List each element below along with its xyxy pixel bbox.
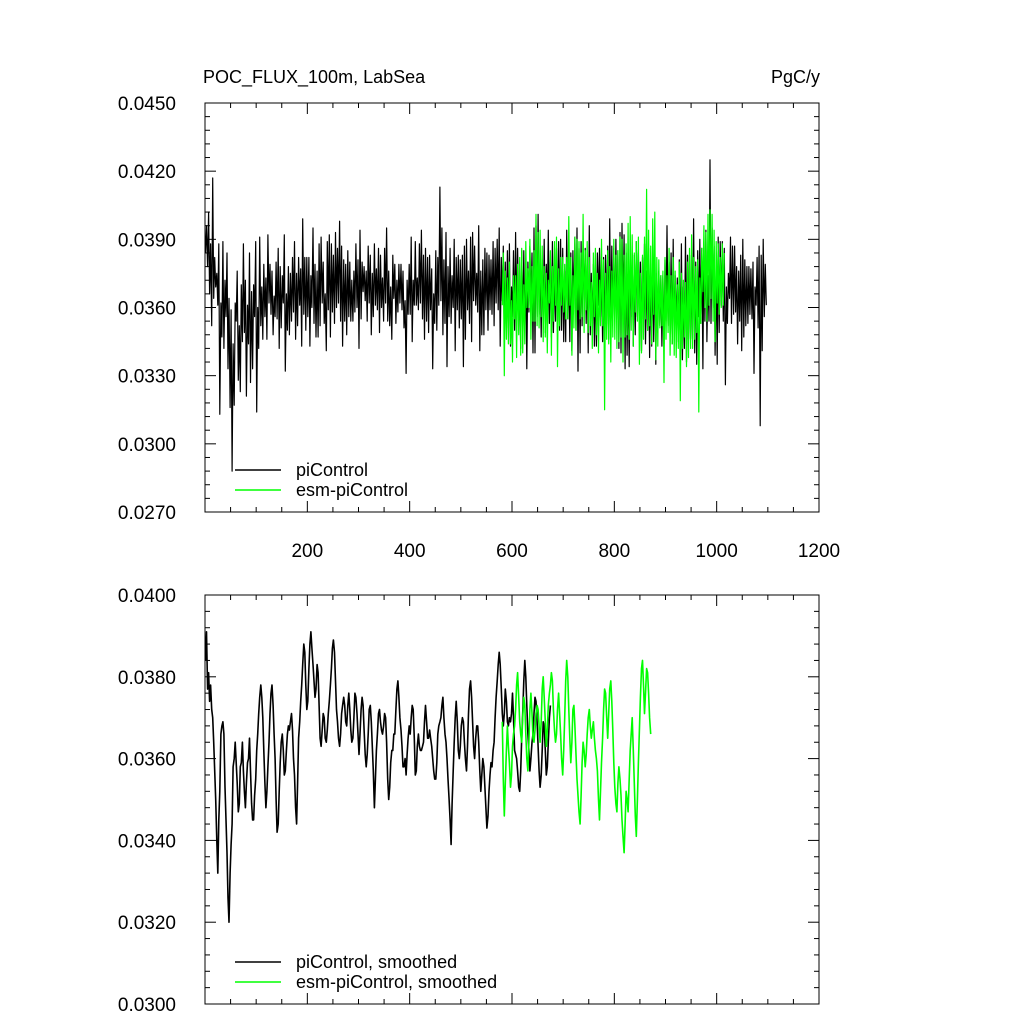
y-tick-label: 0.0340 bbox=[118, 831, 176, 852]
top-y-tick-labels: 0.0450 0.0420 0.0390 0.0360 0.0330 0.0300 0.02… bbox=[118, 94, 176, 524]
bottom-legend: piControl, smoothed esm-piControl, smoot… bbox=[235, 952, 497, 992]
legend-label-picontrol: piControl bbox=[296, 460, 368, 480]
y-tick-label: 0.0450 bbox=[118, 94, 176, 115]
y-tick-label: 0.0400 bbox=[118, 586, 176, 607]
x-tick-label: 600 bbox=[496, 541, 528, 562]
top-legend: piControl esm-piControl bbox=[235, 460, 408, 500]
x-tick-label: 800 bbox=[598, 541, 630, 562]
y-tick-label: 0.0420 bbox=[118, 162, 176, 183]
y-tick-label: 0.0300 bbox=[118, 435, 176, 456]
series-line-esm-picontrol-smoothed bbox=[501, 659, 652, 854]
x-tick-label: 400 bbox=[394, 541, 426, 562]
bottom-panel: 0.0400 0.0380 0.0360 0.0340 0.0320 0.0300 piC… bbox=[118, 586, 820, 1016]
y-tick-label: 0.0320 bbox=[118, 913, 176, 934]
series-line-esm-picontrol bbox=[501, 188, 725, 413]
y-tick-label: 0.0300 bbox=[118, 995, 176, 1016]
bottom-y-tick-labels: 0.0400 0.0380 0.0360 0.0340 0.0320 0.0300 bbox=[118, 586, 176, 1016]
x-tick-label: 1000 bbox=[696, 541, 738, 562]
y-tick-label: 0.0380 bbox=[118, 668, 176, 689]
x-tick-label: 200 bbox=[291, 541, 323, 562]
legend-label-picontrol-smoothed: piControl, smoothed bbox=[296, 952, 457, 972]
bottom-series bbox=[204, 630, 652, 924]
series-line-picontrol-smoothed bbox=[204, 630, 552, 924]
legend-label-esm-picontrol: esm-piControl bbox=[296, 480, 408, 500]
top-x-tick-labels: 200 400 600 800 1000 1200 bbox=[291, 541, 840, 562]
y-tick-label: 0.0390 bbox=[118, 230, 176, 251]
top-series bbox=[204, 159, 767, 472]
top-plot-frame bbox=[204, 102, 820, 513]
y-tick-label: 0.0270 bbox=[118, 503, 176, 524]
x-tick-label: 1200 bbox=[798, 541, 840, 562]
y-tick-label: 0.0360 bbox=[118, 299, 176, 320]
y-tick-label: 0.0360 bbox=[118, 750, 176, 771]
units-label: PgC/y bbox=[771, 67, 820, 87]
legend-label-esm-picontrol-smoothed: esm-piControl, smoothed bbox=[296, 972, 497, 992]
y-tick-label: 0.0330 bbox=[118, 367, 176, 388]
chart-title: POC_FLUX_100m, LabSea bbox=[203, 67, 426, 88]
top-panel: POC_FLUX_100m, LabSea PgC/y 0.0450 0.0420… bbox=[118, 67, 840, 562]
bottom-plot-frame bbox=[204, 594, 820, 1005]
